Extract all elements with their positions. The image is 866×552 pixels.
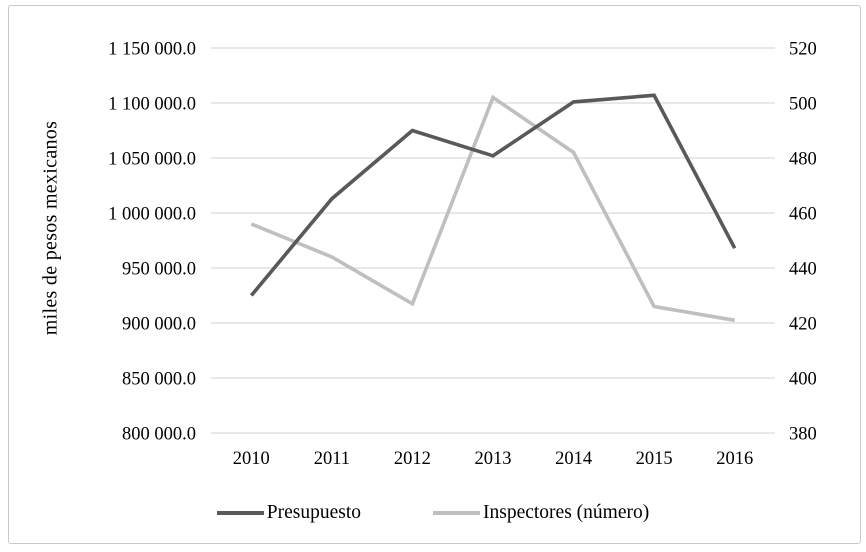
right-axis-tick-label: 400 <box>789 370 817 390</box>
presupuesto-line-swatch <box>216 511 264 515</box>
chart-legend: Presupuesto Inspectores (número) <box>0 502 866 524</box>
legend-item-presupuesto: Presupuesto <box>216 502 361 524</box>
right-axis-tick-label: 500 <box>789 95 817 115</box>
chart-frame <box>8 5 861 544</box>
right-axis-tick-label: 380 <box>789 425 817 445</box>
presupuesto-line <box>249 93 737 297</box>
x-axis-tick-label: 2012 <box>394 449 431 469</box>
left-axis-tick-label: 850 000.0 <box>122 370 196 390</box>
x-axis-tick-label: 2016 <box>716 449 753 469</box>
left-axis-tick-label: 1 150 000.0 <box>108 40 196 60</box>
right-axis-tick-label: 460 <box>789 205 817 225</box>
y-axis-title: miles de pesos mexicanos <box>39 120 62 336</box>
left-axis-tick-label: 900 000.0 <box>122 315 196 335</box>
x-axis-tick-label: 2013 <box>475 449 512 469</box>
inspectores-numero-line <box>250 94 736 323</box>
right-axis-tick-label: 520 <box>789 40 817 60</box>
right-axis-tick-label: 420 <box>789 315 817 335</box>
left-axis-tick-label: 800 000.0 <box>122 425 196 445</box>
x-axis-tick-label: 2014 <box>555 449 592 469</box>
x-axis-tick-label: 2015 <box>636 449 673 469</box>
right-axis-tick-label: 440 <box>789 260 817 280</box>
left-axis-tick-label: 1 050 000.0 <box>108 150 196 170</box>
inspectores-line-swatch <box>433 511 480 515</box>
left-axis-tick-label: 1 000 000.0 <box>108 205 196 225</box>
legend-item-inspectores: Inspectores (número) <box>433 502 649 524</box>
left-axis-tick-label: 950 000.0 <box>122 260 196 280</box>
legend-label-inspectores: Inspectores (número) <box>483 502 650 523</box>
x-axis-tick-label: 2011 <box>314 449 350 469</box>
x-axis-tick-label: 2010 <box>233 449 270 469</box>
legend-label-presupuesto: Presupuesto <box>266 502 361 523</box>
right-axis-tick-label: 480 <box>789 150 817 170</box>
left-axis-tick-label: 1 100 000.0 <box>108 95 196 115</box>
